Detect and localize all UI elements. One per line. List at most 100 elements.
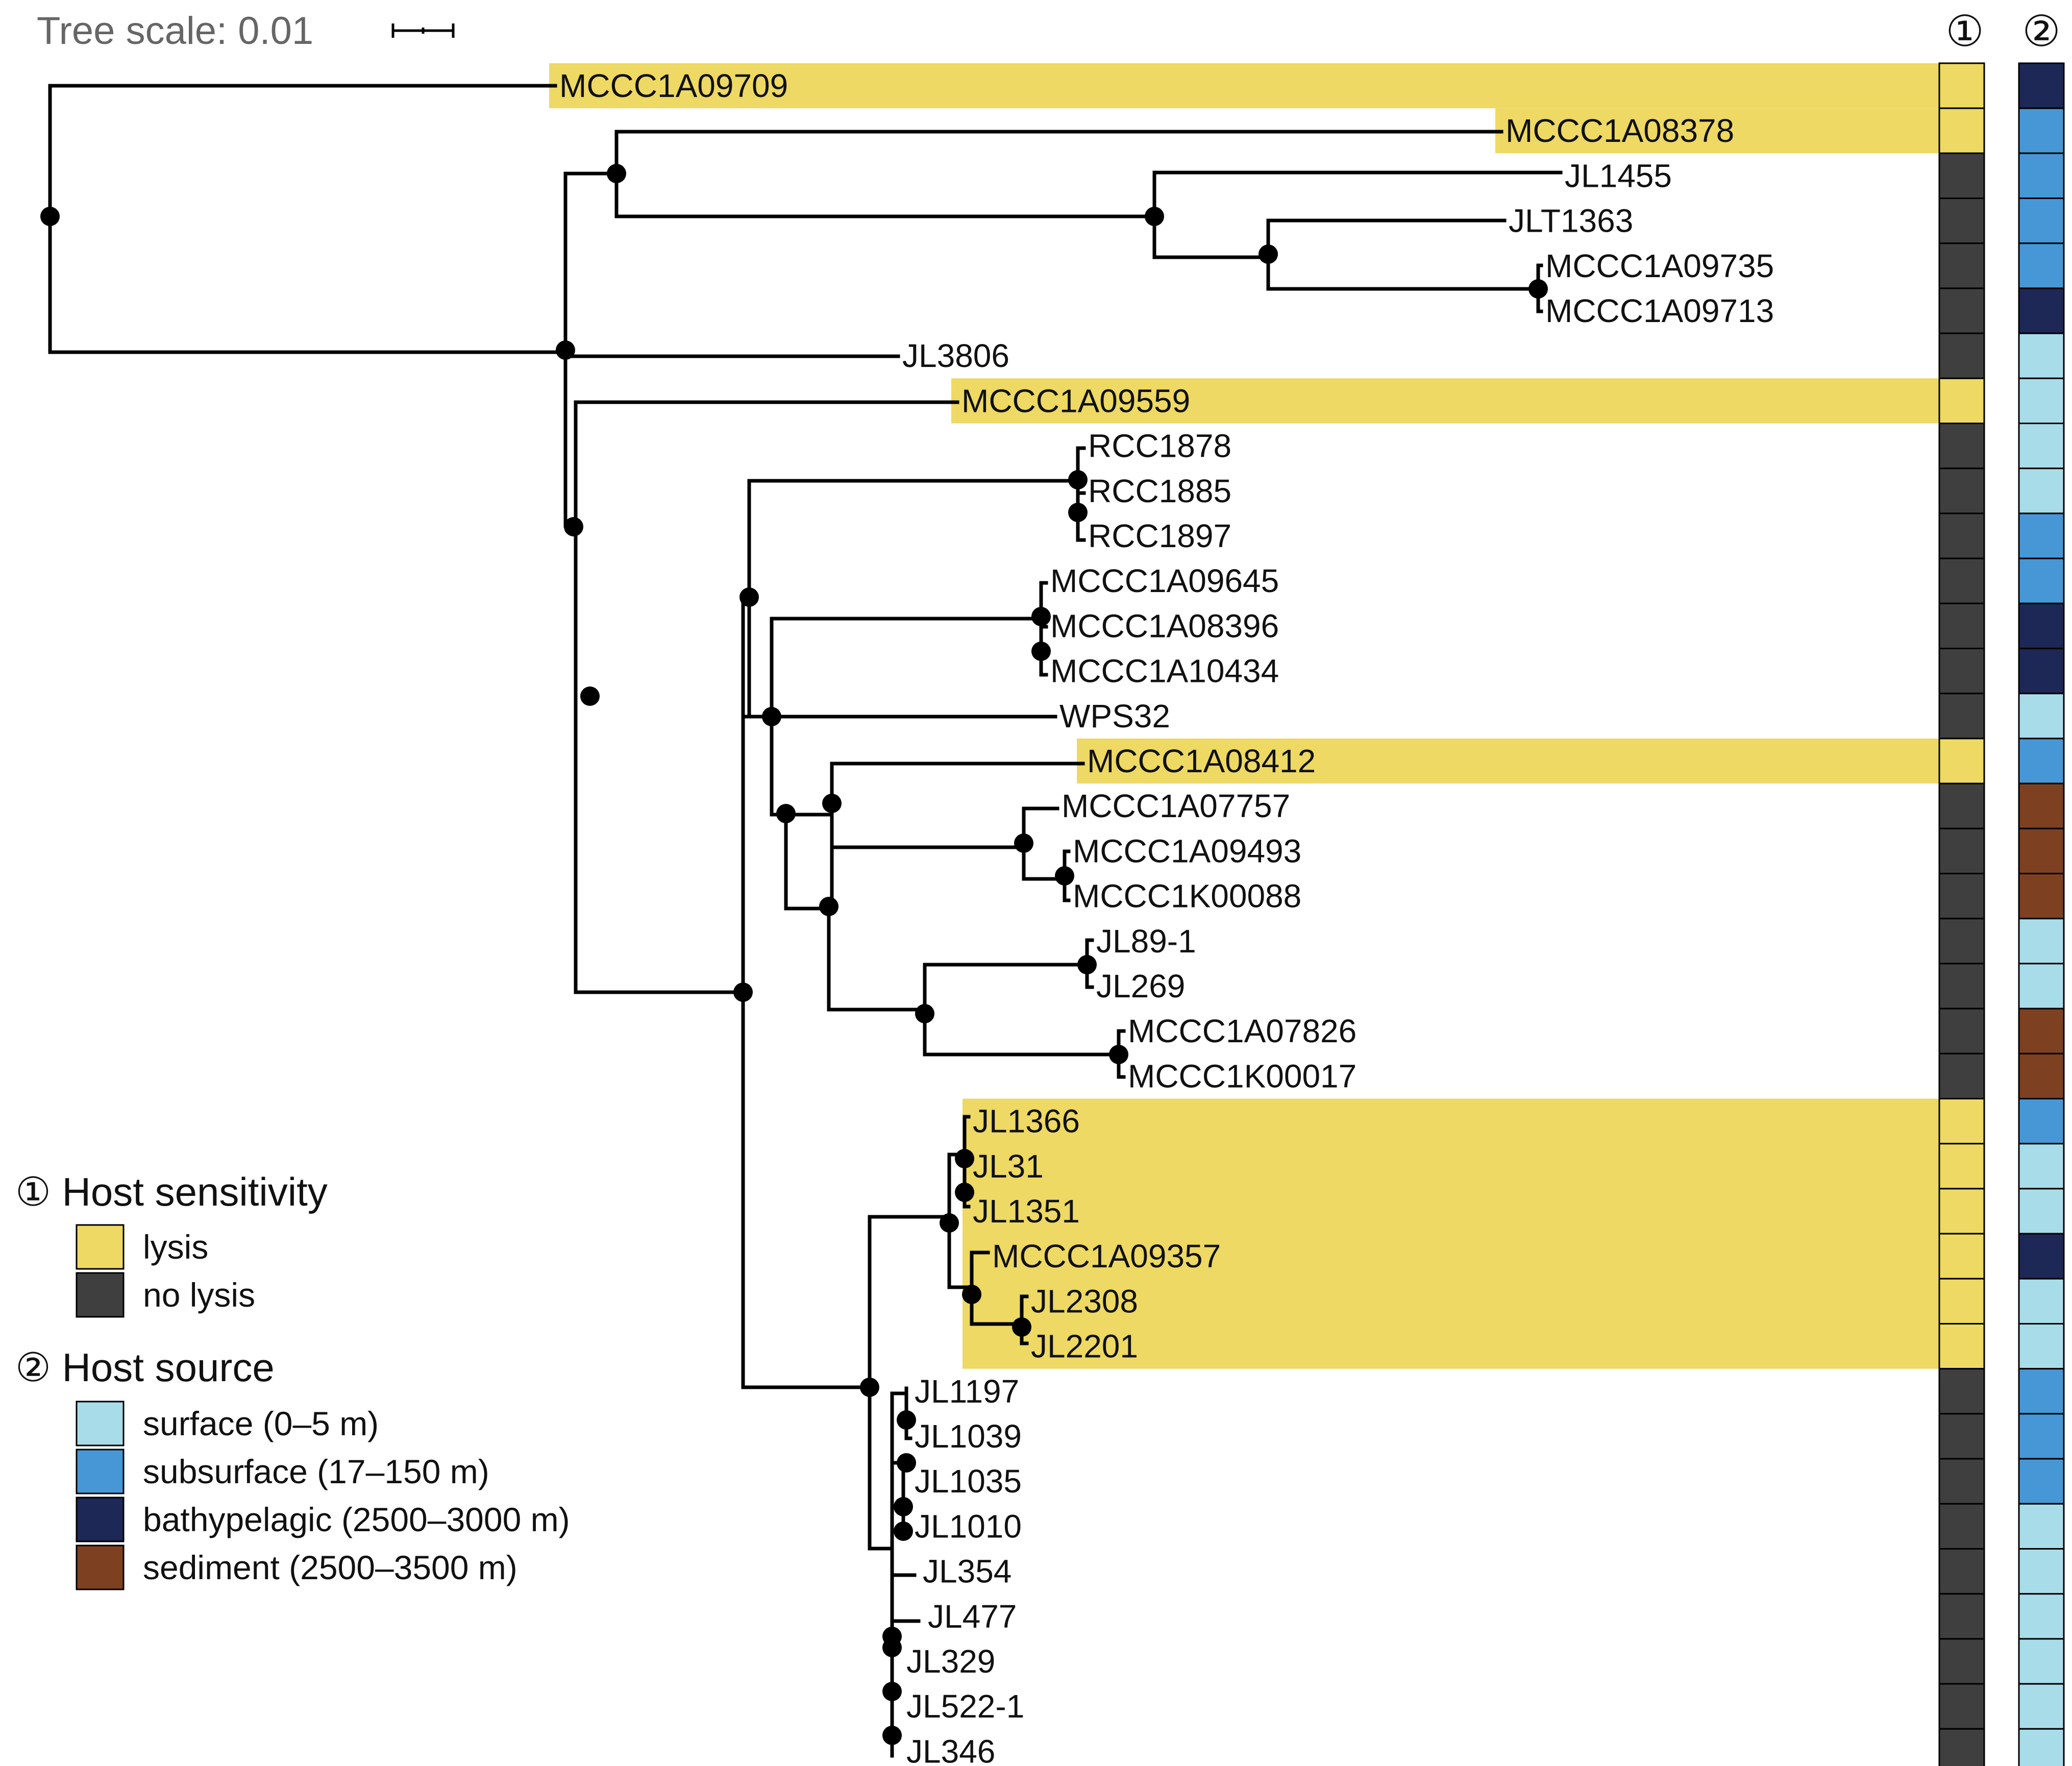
sensitivity-cell: [1938, 1233, 1985, 1280]
source-cell: [2018, 693, 2065, 740]
source-cell: [2018, 423, 2065, 470]
taxon-label: JLT1363: [1509, 203, 1633, 239]
source-cell: [2018, 782, 2065, 829]
source-cell: [2018, 107, 2065, 154]
sensitivity-cell: [1938, 827, 1985, 875]
legend-label: subsurface (17–150 m): [143, 1453, 489, 1490]
sensitivity-cell: [1938, 1098, 1985, 1145]
sensitivity-cell: [1938, 242, 1985, 289]
sensitivity-cell: [1938, 1593, 1985, 1640]
taxon-label: JL1366: [973, 1103, 1080, 1140]
taxon-label: MCCC1A07757: [1062, 788, 1290, 824]
highlight-bands: [549, 63, 1984, 1369]
tree-scale: Tree scale: 0.01: [37, 9, 455, 53]
taxon-label: JL1039: [915, 1418, 1022, 1455]
legend-swatch: [76, 1401, 125, 1446]
sensitivity-cell: [1938, 1503, 1985, 1550]
sensitivity-cell: [1938, 152, 1985, 199]
sensitivity-cell: [1938, 512, 1985, 559]
source-cell: [2018, 1008, 2065, 1054]
source-cell: [2018, 1683, 2065, 1730]
taxon-label: JL1351: [973, 1193, 1080, 1230]
source-cell: [2018, 242, 2065, 289]
source-cell: [2018, 1368, 2065, 1415]
sensitivity-cell: [1938, 1188, 1985, 1235]
legend: ① Host sensitivity lysis no lysis ② Host …: [15, 1169, 570, 1590]
taxon-label: MCCC1K00017: [1128, 1058, 1356, 1094]
taxon-label: MCCC1A09493: [1073, 832, 1301, 869]
taxon-label: MCCC1A08378: [1506, 112, 1734, 149]
taxon-label: RCC1897: [1088, 518, 1231, 554]
legend-label: no lysis: [143, 1276, 255, 1314]
sensitivity-cell: [1938, 1728, 1985, 1766]
source-cell: [2018, 62, 2065, 109]
source-cell: [2018, 377, 2065, 424]
sensitivity-cell: [1938, 287, 1985, 334]
legend-label: sediment (2500–3500 m): [143, 1549, 517, 1586]
sensitivity-cell: [1938, 1548, 1985, 1595]
highlight-band: [963, 1098, 1984, 1369]
sensitivity-cell: [1938, 1683, 1985, 1730]
sensitivity-cell: [1938, 1052, 1985, 1100]
taxon-label: MCCC1K00088: [1073, 878, 1301, 915]
source-cell: [2018, 198, 2065, 244]
tree-branches: [48, 84, 1563, 1758]
taxon-label: MCCC1A09713: [1545, 292, 1774, 329]
sensitivity-cell: [1938, 198, 1985, 244]
sensitivity-cell: [1938, 918, 1985, 965]
source-cell: [2018, 1278, 2065, 1325]
legend-source-items: surface (0–5 m) subsurface (17–150 m) bath…: [76, 1401, 570, 1590]
sensitivity-cell: [1938, 963, 1985, 1010]
taxon-label: MCCC1A08412: [1087, 743, 1316, 779]
taxon-label: MCCC1A09357: [992, 1238, 1221, 1274]
taxon-label: JL354: [923, 1553, 1012, 1590]
source-cell: [2018, 152, 2065, 199]
source-cell: [2018, 332, 2065, 379]
host-source-strip: [2018, 62, 2065, 1766]
sensitivity-cell: [1938, 332, 1985, 379]
highlight-band: [549, 63, 1984, 109]
source-cell: [2018, 1458, 2065, 1505]
taxon-label: MCCC1A07826: [1128, 1013, 1356, 1049]
source-cell: [2018, 918, 2065, 965]
taxon-label: JL1455: [1565, 157, 1672, 194]
source-cell: [2018, 512, 2065, 559]
source-cell: [2018, 1052, 2065, 1100]
sensitivity-cell: [1938, 468, 1985, 514]
sensitivity-cell: [1938, 377, 1985, 424]
sensitivity-cell: [1938, 1278, 1985, 1325]
taxon-label: WPS32: [1059, 698, 1170, 734]
taxon-label: JL522-1: [906, 1688, 1024, 1725]
taxon-label: JL1010: [915, 1508, 1022, 1544]
legend-swatch: [76, 1497, 125, 1542]
source-cell: [2018, 1188, 2065, 1235]
legend-label: bathypelagic (2500–3000 m): [143, 1501, 570, 1538]
tree-scale-label: Tree scale: 0.01: [37, 9, 313, 53]
highlight-band: [1077, 738, 1984, 784]
taxon-label: JL3806: [902, 337, 1009, 374]
source-cell: [2018, 557, 2065, 604]
sensitivity-cell: [1938, 1413, 1985, 1460]
sensitivity-cell: [1938, 1638, 1985, 1685]
taxon-label: MCCC1A09735: [1545, 248, 1774, 284]
taxon-labels: MCCC1A09709 MCCC1A08378 JL1455 JLT1363 MCCC1…: [559, 67, 1774, 1766]
sensitivity-cell: [1938, 62, 1985, 109]
source-cell: [2018, 1098, 2065, 1145]
taxon-label: MCCC1A08396: [1050, 607, 1279, 644]
source-cell: [2018, 1413, 2065, 1460]
tree-scale-bar: [391, 23, 455, 38]
taxon-label: MCCC1A09559: [961, 382, 1190, 419]
taxon-label: JL31: [973, 1148, 1044, 1185]
source-cell: [2018, 1233, 2065, 1280]
taxon-label: JL2308: [1031, 1283, 1138, 1319]
source-cell: [2018, 827, 2065, 875]
source-cell: [2018, 1548, 2065, 1595]
source-cell: [2018, 738, 2065, 784]
taxon-label: JL1035: [915, 1463, 1022, 1500]
taxon-label: JL346: [906, 1733, 995, 1766]
legend-label: surface (0–5 m): [143, 1405, 379, 1442]
sensitivity-column-header: ①: [1945, 6, 1984, 56]
source-cell: [2018, 1638, 2065, 1685]
source-cell: [2018, 1728, 2065, 1766]
